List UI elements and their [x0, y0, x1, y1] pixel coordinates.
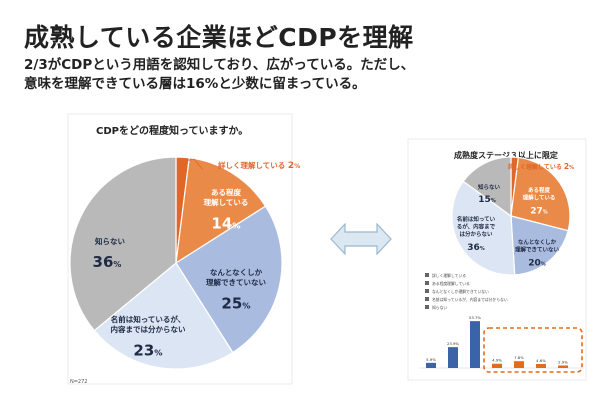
- main-pie-chart: [69, 156, 283, 370]
- small-detail-label-text: 詳しく理解している: [508, 163, 564, 171]
- small-some-value: 27: [530, 206, 543, 216]
- main-some-unit: %: [232, 220, 240, 230]
- bar-6: [558, 365, 568, 368]
- small-pie-slice-3: [451, 180, 516, 276]
- main-some-value: 14: [211, 214, 232, 232]
- small-nameonly-label: 名前は知っているが、内容までは分からない 36%: [457, 215, 496, 253]
- main-detail-unit: %: [294, 163, 300, 170]
- small-legend: 詳しく理解しているある程度理解しているなんとなくしか理解できていない名前は知って…: [425, 273, 508, 310]
- main-pie-slice-2: [175, 205, 283, 354]
- bar-3: [492, 363, 502, 368]
- main-nameonly-value: 23: [133, 341, 154, 359]
- legend-swatch-2: [425, 289, 429, 293]
- main-pie-slice-4: [69, 156, 177, 332]
- small-nameonly-unit: %: [480, 246, 485, 252]
- bar-value-label-1: 23.9%: [447, 341, 459, 346]
- small-nameonly-label-line: るが、内容まで: [457, 222, 496, 230]
- small-pie-slice-4: [462, 156, 512, 218]
- slide-subtitle: 2/3がCDPという用語を認知しており、広がっている。ただし、 意味を理解できて…: [24, 56, 414, 94]
- main-some-label-line: ある程度: [211, 187, 241, 197]
- legend-label-2: なんとなくしか理解できていない: [432, 289, 489, 294]
- main-pie-slice-1: [175, 157, 267, 265]
- small-detail-value: 2: [564, 162, 569, 171]
- small-some-label-line: ある程度: [528, 186, 551, 194]
- main-some-label-line: 理解している: [204, 197, 249, 207]
- small-unknown-label-text: 知らない: [477, 183, 501, 191]
- small-unknown-value: 15: [478, 195, 491, 205]
- bar-value-label-4: 7.8%: [514, 355, 524, 360]
- legend-label-4: 知らない: [432, 305, 447, 310]
- small-detail-unit: %: [569, 165, 574, 171]
- small-bar-chart: 5.9% 23.9% 53.7% 4.9% 7.8% 4.6% 2.9%: [420, 315, 584, 369]
- legend-swatch-4: [425, 305, 429, 309]
- main-chart-title: CDPをどの程度知っていますか。: [96, 124, 248, 137]
- subtitle-line-2: 意味を理解できている層は16%と少数に留まっている。: [24, 76, 366, 92]
- main-nameonly-label-line: 名前は知っているが、: [111, 314, 185, 324]
- subtitle-line-1: 2/3がCDPという用語を認知しており、広がっている。ただし、: [24, 57, 415, 73]
- main-pie-slice-3: [93, 262, 234, 370]
- main-nameonly-unit: %: [154, 347, 162, 357]
- main-unknown-label: 知らない 36%: [93, 236, 126, 271]
- main-vague-unit: %: [242, 300, 250, 310]
- small-vague-unit: %: [541, 261, 546, 267]
- small-some-label: ある程度理解している 27%: [523, 186, 556, 216]
- main-unknown-unit: %: [113, 260, 121, 269]
- small-unknown-unit: %: [491, 198, 496, 204]
- bar-value-label-2: 53.7%: [469, 315, 481, 320]
- small-unknown-label: 知らない 15%: [477, 183, 501, 205]
- legend-label-0: 詳しく理解している: [432, 273, 466, 278]
- main-vague-value: 25: [221, 294, 242, 312]
- bar-value-label-5: 4.6%: [536, 358, 546, 363]
- bar-5: [536, 363, 546, 368]
- legend-label-1: ある程度理解している: [432, 281, 470, 286]
- bar-2: [470, 321, 480, 368]
- bar-value-label-6: 2.9%: [558, 359, 568, 364]
- main-nameonly-label: 名前は知っているが、内容までは分からない 23%: [111, 314, 186, 359]
- bar-4: [514, 361, 524, 368]
- main-detail-label: 詳しく理解している 2%: [218, 160, 300, 171]
- legend-swatch-1: [425, 281, 429, 285]
- right-chart-frame: [407, 138, 587, 381]
- legend-swatch-3: [425, 297, 429, 301]
- small-nameonly-label-line: 名前は知ってい: [457, 215, 496, 223]
- double-arrow-icon: [330, 222, 392, 256]
- bar-value-label-3: 4.9%: [492, 358, 502, 363]
- right-chart-title: 成熟度ステージ３以上に限定: [454, 150, 558, 160]
- main-vague-label-line: 理解できていない: [206, 277, 266, 287]
- main-vague-label-line: なんとなくしか: [210, 268, 263, 277]
- main-pie-labels: 詳しく理解している 2%ある程度理解している 14%なんとなくしか理解できていない…: [93, 158, 300, 359]
- bar-value-label-0: 5.9%: [426, 357, 436, 362]
- small-some-unit: %: [543, 209, 548, 215]
- main-unknown-value: 36: [93, 253, 114, 271]
- bar-0: [426, 362, 436, 368]
- main-detail-label-text: 詳しく理解している: [218, 160, 288, 170]
- small-pie-labels: 詳しく理解している 2%ある程度理解している 27%なんとなくしか理解できていない…: [457, 162, 574, 268]
- main-vague-label: なんとなくしか理解できていない 25%: [206, 268, 266, 312]
- legend-label-3: 名前は知っているが、内容までは分からない: [432, 297, 508, 302]
- main-some-label: ある程度理解している 14%: [204, 187, 249, 232]
- small-pie-chart: [451, 156, 571, 276]
- small-nameonly-value: 36: [467, 243, 480, 253]
- sample-size-note: N=272: [70, 379, 87, 385]
- small-pie-slice-1: [510, 156, 571, 232]
- small-pie-slice-2: [510, 215, 569, 276]
- bar-1: [448, 347, 458, 368]
- main-nameonly-label-line: 内容までは分からない: [111, 324, 186, 334]
- legend-swatch-0: [425, 273, 429, 277]
- small-vague-label-line: 理解できていない: [515, 245, 560, 253]
- small-vague-value: 20: [528, 258, 541, 268]
- small-vague-label-line: なんとなくしか: [518, 239, 557, 246]
- highlight-box: [483, 327, 583, 373]
- small-detail-label: 詳しく理解している 2%: [508, 162, 574, 171]
- small-vague-label: なんとなくしか理解できていない 20%: [515, 239, 560, 268]
- main-unknown-label-text: 知らない: [95, 236, 125, 246]
- small-some-label-line: 理解している: [523, 193, 556, 201]
- main-detail-value: 2: [288, 161, 294, 171]
- small-nameonly-label-line: は分からない: [459, 230, 493, 238]
- main-chart-frame: [67, 113, 293, 385]
- slide-title: 成熟している企業ほどCDPを理解: [24, 23, 414, 52]
- main-leader-line: [182, 158, 203, 170]
